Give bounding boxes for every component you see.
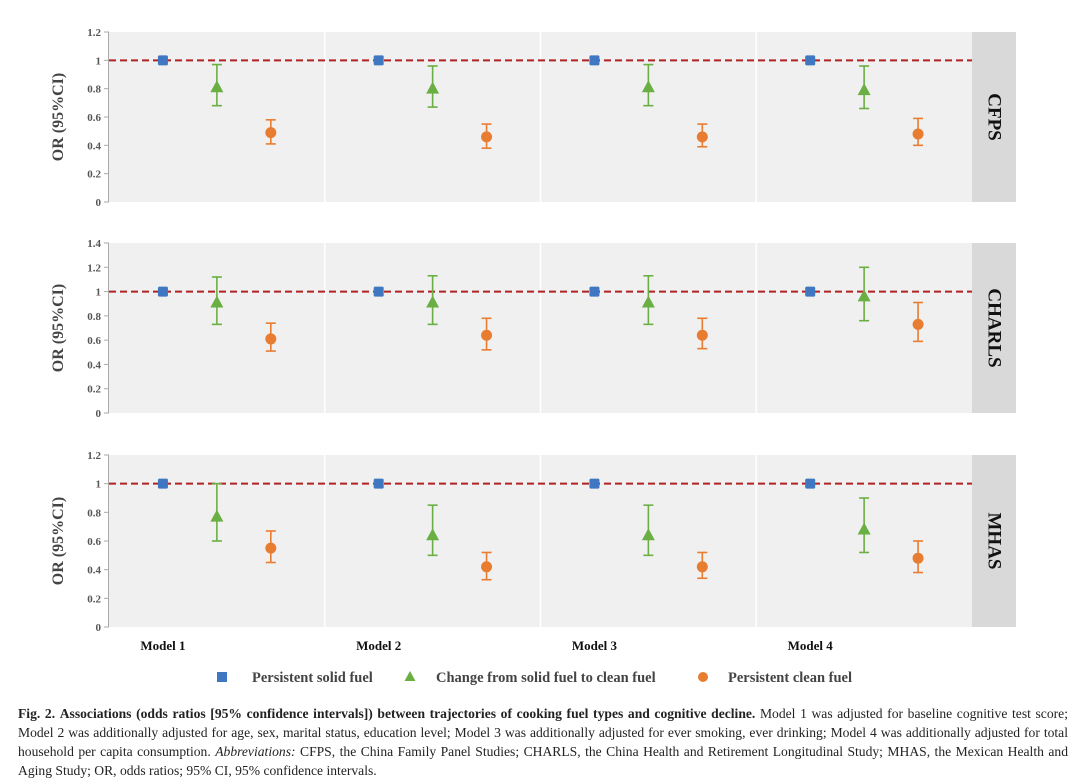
y-tick-label: 0.6 — [87, 536, 101, 548]
point-change-to-clean-fuel — [210, 295, 224, 308]
point-persistent-solid-fuel — [157, 55, 168, 66]
y-tick-label: 0 — [96, 408, 102, 420]
facet-strip-label: CHARLS — [984, 288, 1005, 367]
point-persistent-clean-fuel — [912, 318, 924, 330]
x-category-label: Model 4 — [788, 638, 834, 653]
facet-strip — [972, 455, 1016, 627]
facet-strip-label: CFPS — [984, 93, 1005, 141]
y-tick-label: 0.2 — [87, 169, 101, 181]
y-tick-label: 1 — [96, 479, 102, 491]
y-tick-label: 0 — [96, 197, 102, 209]
point-change-to-clean-fuel — [641, 528, 655, 541]
point-change-to-clean-fuel — [857, 289, 871, 302]
y-tick-label: 0.8 — [87, 507, 101, 519]
point-persistent-clean-fuel — [696, 561, 708, 573]
point-persistent-solid-fuel — [589, 286, 600, 297]
point-persistent-solid-fuel — [805, 478, 816, 489]
point-persistent-solid-fuel — [373, 478, 384, 489]
point-change-to-clean-fuel — [857, 522, 871, 535]
y-tick-label: 1.2 — [87, 262, 101, 274]
point-persistent-clean-fuel — [265, 542, 277, 554]
legend-item: Persistent clean fuel — [698, 670, 852, 686]
point-persistent-clean-fuel — [481, 329, 493, 341]
y-tick-label: 0.4 — [87, 359, 101, 371]
point-persistent-clean-fuel — [912, 128, 924, 140]
y-tick-label: 0.8 — [87, 311, 101, 323]
y-tick-label: 0.6 — [87, 335, 101, 347]
caption-abbr-text: CFPS, the China Family Panel Studies; CH… — [18, 744, 1068, 778]
y-tick-label: 1.4 — [87, 238, 101, 250]
panel-mhas: MHAS 0 0.2 0.4 0.6 0.8 1 1.2 OR (95%CI) — [50, 450, 1016, 634]
panel-charls: CHARLS 0 0.2 0.4 0.6 0.8 1 1.2 1.4 OR (95%CI) — [50, 238, 1016, 420]
point-change-to-clean-fuel — [426, 295, 440, 308]
y-tick-label: 0.8 — [87, 84, 101, 96]
legend-label: Change from solid fuel to clean fuel — [436, 670, 656, 686]
y-tick-label: 0.4 — [87, 565, 101, 577]
point-change-to-clean-fuel — [857, 83, 871, 96]
point-change-to-clean-fuel — [426, 81, 440, 94]
legend-label: Persistent solid fuel — [252, 670, 373, 686]
point-persistent-solid-fuel — [589, 478, 600, 489]
point-persistent-solid-fuel — [373, 55, 384, 66]
point-change-to-clean-fuel — [641, 295, 655, 308]
y-tick-label: 0.2 — [87, 593, 101, 605]
x-category-label: Model 3 — [572, 638, 618, 653]
legend-square-icon — [217, 672, 227, 682]
caption-title: Associations (odds ratios [95% confidenc… — [59, 706, 756, 721]
point-change-to-clean-fuel — [641, 80, 655, 93]
point-change-to-clean-fuel — [210, 509, 224, 522]
forest-plot-figure: CFPS 0 0.2 0.4 0.6 0.8 1 1.2 OR (95%CI) CHARLS 0 0.… — [50, 27, 1016, 686]
point-persistent-solid-fuel — [805, 286, 816, 297]
y-tick-label: 1.2 — [87, 450, 101, 462]
point-persistent-solid-fuel — [157, 478, 168, 489]
caption-body: Model 1 was adjusted for baseline cognit… — [18, 706, 1068, 759]
y-axis-title: OR (95%CI) — [50, 497, 67, 585]
x-category-label: Model 2 — [356, 638, 401, 653]
y-axis-title: OR (95%CI) — [50, 73, 67, 161]
point-persistent-clean-fuel — [696, 131, 708, 143]
point-persistent-clean-fuel — [265, 333, 277, 345]
legend-circle-icon — [698, 672, 708, 682]
y-tick-label: 1 — [96, 55, 102, 67]
caption-abbr-label: Abbreviations: — [215, 744, 296, 759]
point-change-to-clean-fuel — [426, 528, 440, 541]
caption-fig-label: Fig. 2. — [18, 706, 56, 721]
y-tick-label: 0 — [96, 622, 102, 634]
y-axis-title: OR (95%CI) — [50, 284, 67, 372]
point-persistent-solid-fuel — [373, 286, 384, 297]
point-persistent-solid-fuel — [805, 55, 816, 66]
y-tick-label: 0.2 — [87, 384, 101, 396]
x-category-label: Model 1 — [140, 638, 185, 653]
point-persistent-clean-fuel — [481, 561, 493, 573]
facet-strip-label: MHAS — [984, 513, 1005, 570]
legend-triangle-icon — [404, 671, 416, 681]
figure-caption: Fig. 2. Associations (odds ratios [95% c… — [18, 704, 1068, 780]
point-change-to-clean-fuel — [210, 80, 224, 93]
point-persistent-clean-fuel — [265, 127, 277, 139]
point-persistent-solid-fuel — [589, 55, 600, 66]
legend-label: Persistent clean fuel — [728, 670, 852, 686]
y-tick-label: 1 — [96, 287, 102, 299]
point-persistent-clean-fuel — [696, 329, 708, 341]
facet-strip — [972, 32, 1016, 202]
point-persistent-clean-fuel — [481, 131, 493, 143]
point-persistent-clean-fuel — [912, 552, 924, 564]
point-persistent-solid-fuel — [157, 286, 168, 297]
y-tick-label: 0.6 — [87, 112, 101, 124]
facet-strip — [972, 243, 1016, 413]
y-tick-label: 1.2 — [87, 27, 101, 39]
y-tick-label: 0.4 — [87, 140, 101, 152]
legend-item: Change from solid fuel to clean fuel — [404, 670, 656, 686]
panel-cfps: CFPS 0 0.2 0.4 0.6 0.8 1 1.2 OR (95%CI) — [50, 27, 1016, 209]
legend-item: Persistent solid fuel — [217, 670, 373, 686]
